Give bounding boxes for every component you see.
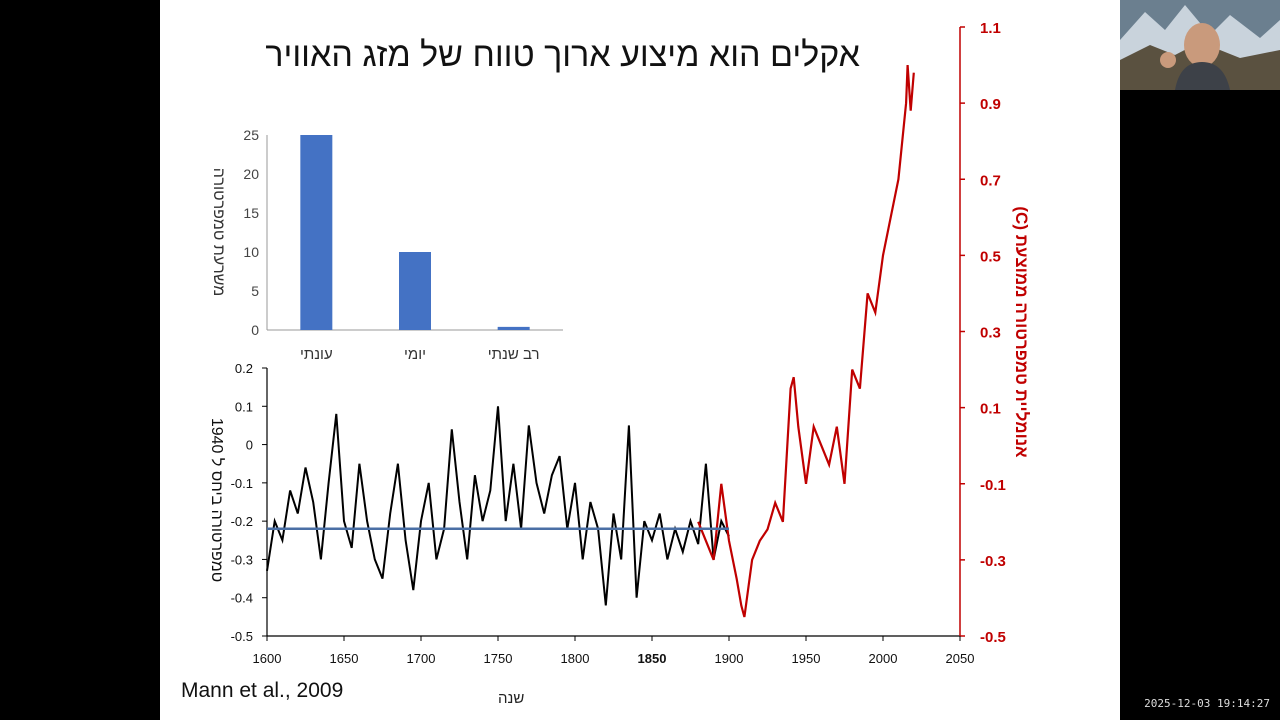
right-y-tick-label: 0.1 <box>980 401 1001 418</box>
x-tick-label: 2050 <box>946 651 975 666</box>
right-y-tick-label: 0.3 <box>980 325 1001 342</box>
right-y-tick-label: 0.7 <box>980 172 1001 189</box>
bar <box>300 135 333 330</box>
timestamp: 2025-12-03 19:14:27 <box>1144 697 1270 710</box>
right-y-tick-label: 0.9 <box>980 96 1001 113</box>
x-axis-label: שנה <box>498 690 525 707</box>
left-y-tick-label: -0.4 <box>231 591 253 606</box>
x-tick-label: 1750 <box>484 651 513 666</box>
bar-category-label: עונתי <box>300 346 333 363</box>
series-instrumental-line <box>697 65 915 618</box>
bar <box>399 252 431 330</box>
charts-area: 0 5 10 15 20 25 עונתי יומי רב שנתי משרעת טמפרטו… <box>208 20 1031 666</box>
x-tick-label: 1600 <box>253 651 282 666</box>
right-y-ticks: 1.1 0.9 0.7 0.5 0.3 0.1 -0.1 -0.3 -0.5 <box>960 20 1006 646</box>
bar-y-tick-label: 5 <box>251 283 259 299</box>
x-tick-label: 1700 <box>407 651 436 666</box>
right-y-tick-label: 1.1 <box>980 20 1001 37</box>
bar-y-tick-label: 20 <box>243 166 259 182</box>
right-y-tick-label: -0.1 <box>980 477 1006 494</box>
right-y-tick-label: -0.3 <box>980 553 1006 570</box>
left-y-tick-label: -0.3 <box>231 552 253 567</box>
right-y-tick-label: 0.5 <box>980 248 1001 265</box>
bar-y-tick-label: 25 <box>243 127 259 143</box>
bar-y-label: משרעת טמפרטורה <box>210 168 227 296</box>
bar <box>497 326 530 330</box>
left-y-tick-label: 0.1 <box>235 399 253 414</box>
presenter-video-icon <box>1120 0 1280 90</box>
left-y-tick-label: -0.5 <box>231 629 253 644</box>
left-y-tick-label: 0.2 <box>235 361 253 376</box>
x-tick-label: 1800 <box>561 651 590 666</box>
citation: Mann et al., 2009 <box>181 679 344 702</box>
bar-y-tick-label: 0 <box>251 322 259 338</box>
bar-category-label: יומי <box>404 346 426 363</box>
line-chart: 0.2 0.1 0 -0.1 -0.2 -0.3 -0.4 -0.5 1.1 0.9 0.7 0.5… <box>208 20 1031 666</box>
bar-y-tick-label: 15 <box>243 205 259 221</box>
left-y-tick-label: -0.2 <box>231 514 253 529</box>
bar-x-ticks: עונתי יומי רב שנתי <box>300 346 540 363</box>
presentation-slide: אקלים הוא מיצוע ארוך טווח של מזג האוויר … <box>160 0 1120 720</box>
left-y-tick-label: -0.1 <box>231 476 253 491</box>
left-y-tick-label: 0 <box>246 438 253 453</box>
x-tick-label: 2000 <box>869 651 898 666</box>
x-tick-label: 1900 <box>715 651 744 666</box>
right-y-tick-label: -0.5 <box>980 629 1006 646</box>
bar-rects <box>300 135 530 330</box>
bar-y-tick-label: 10 <box>243 244 259 260</box>
left-y-ticks: 0.2 0.1 0 -0.1 -0.2 -0.3 -0.4 -0.5 <box>231 361 267 644</box>
bar-chart: 0 5 10 15 20 25 עונתי יומי רב שנתי משרעת טמפרטו… <box>210 127 563 363</box>
slide-title: אקלים הוא מיצוע ארוך טווח של מזג האוויר <box>265 36 860 74</box>
x-tick-label: 1950 <box>792 651 821 666</box>
bar-y-ticks: 0 5 10 15 20 25 <box>243 127 259 338</box>
right-y-label: אנומליית טמפרטורה ממוצעת (C) <box>1012 206 1031 458</box>
x-tick-label: 1850 <box>638 651 667 666</box>
series-reconstruction-line <box>266 406 730 606</box>
left-y-label: טמפרטורה ביחס ל 1940 <box>208 418 226 582</box>
x-tick-label: 1650 <box>330 651 359 666</box>
x-ticks: 1600 1650 1700 1750 1800 1850 1900 1950 2000 2050 <box>253 636 975 666</box>
bar-category-label: רב שנתי <box>488 346 540 363</box>
